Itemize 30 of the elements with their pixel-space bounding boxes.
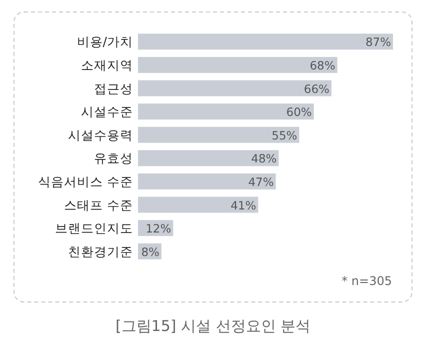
data-label: 55% (272, 128, 298, 142)
text: [그림15] 시설 선정요인 분석 (115, 317, 311, 335)
bar (138, 56, 338, 73)
data-label: 60% (286, 105, 312, 120)
y-tick-label: 소재지역 (81, 57, 133, 72)
data-label: 47% (248, 174, 274, 189)
data-label: 68% (310, 58, 336, 72)
y-tick-label: 비용/가치 (76, 34, 133, 50)
y-tick-label: 유효성 (94, 150, 133, 166)
data-label: 66% (304, 82, 330, 96)
data-label: 87% (365, 35, 392, 50)
bar (138, 80, 332, 96)
bar (138, 104, 314, 120)
bar (138, 173, 276, 190)
data-label: 12% (146, 222, 172, 236)
y-tick-label: 시설수준 (81, 104, 133, 120)
y-tick-label: 식음서비스 수준 (38, 174, 133, 189)
data-label: 48% (251, 152, 277, 166)
y-tick-label: 스태프 수준 (64, 197, 133, 212)
bar (138, 150, 279, 166)
data-label: 8% (141, 244, 160, 259)
bar (138, 196, 258, 213)
y-tick-label: 브랜드인지도 (55, 220, 133, 236)
data-label: 41% (230, 198, 256, 212)
bar (138, 34, 393, 50)
y-tick-label: 시설수용력 (68, 127, 133, 142)
bar (138, 126, 300, 143)
text: * n=305 (342, 274, 392, 288)
y-tick-label: 친환경기준 (68, 244, 133, 259)
y-tick-label: 접근성 (94, 80, 133, 96)
